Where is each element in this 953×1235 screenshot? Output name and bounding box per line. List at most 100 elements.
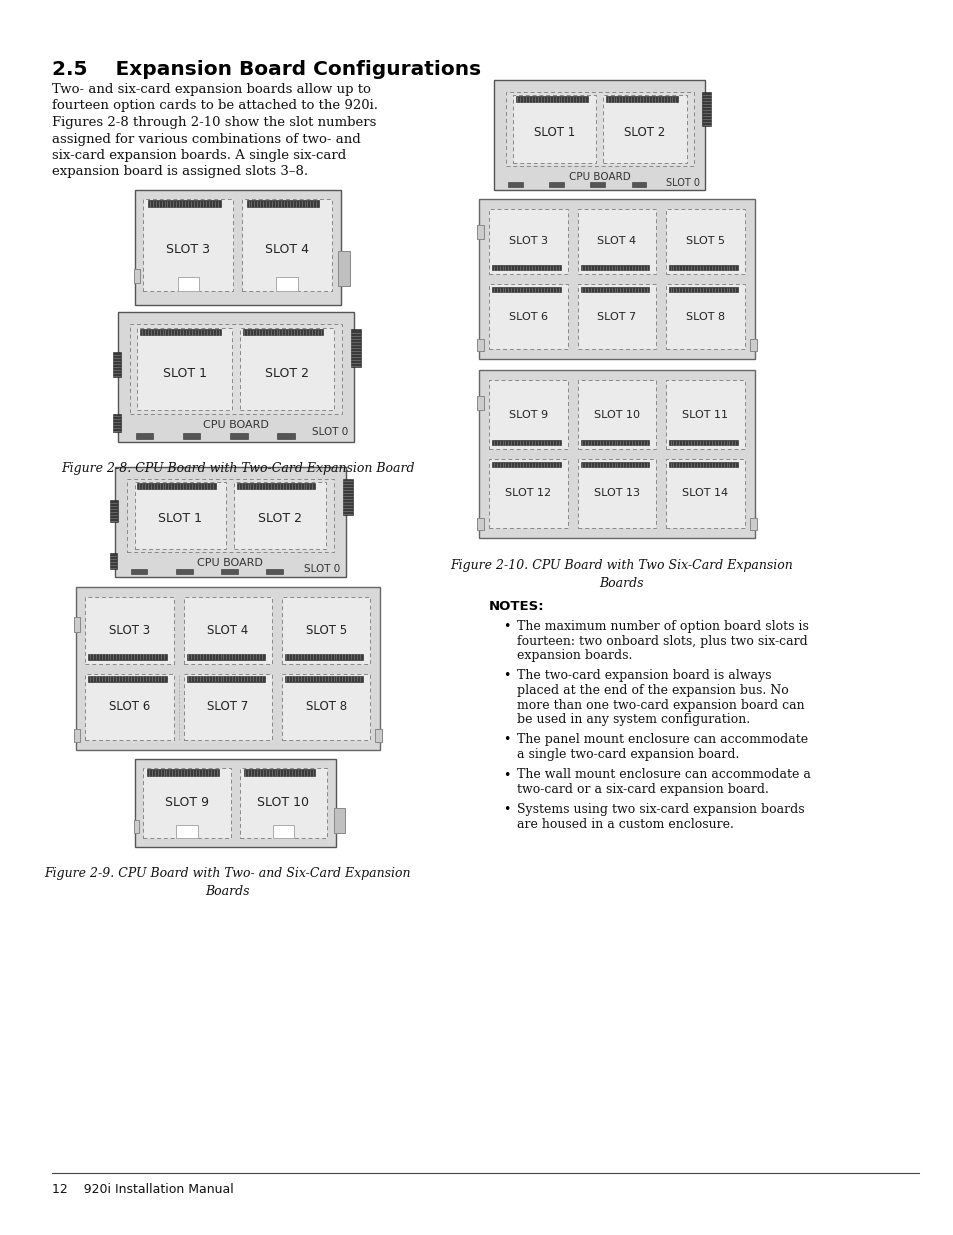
Text: SLOT 9: SLOT 9 [509,410,548,420]
Text: SLOT 14: SLOT 14 [681,489,728,499]
Bar [516,96,587,103]
Text: Figure 2-10. CPU Board with Two Six-Card Expansion: Figure 2-10. CPU Board with Two Six-Card… [450,559,793,572]
Bar [602,95,686,163]
Bar [137,329,232,410]
Bar [580,266,649,270]
Bar [580,287,649,291]
Bar [243,769,315,776]
Bar [668,266,737,270]
Bar [492,462,560,467]
Bar [507,182,522,186]
Bar [110,553,116,569]
Bar [110,500,118,522]
Bar [580,440,649,445]
Text: SLOT 0: SLOT 0 [312,427,348,437]
Bar [137,483,215,489]
Text: SLOT 5: SLOT 5 [305,624,346,637]
Text: SLOT 0: SLOT 0 [665,178,699,188]
Text: more than one two-card expansion board can: more than one two-card expansion board c… [517,699,803,711]
Bar [513,95,596,163]
Text: SLOT 5: SLOT 5 [685,236,724,247]
Bar [631,182,646,186]
Bar [133,820,139,832]
Bar [140,329,221,335]
Bar [375,729,382,742]
Bar [337,251,350,287]
Text: •: • [502,768,510,782]
Text: SLOT 4: SLOT 4 [207,624,248,637]
Bar [266,569,283,574]
Bar [184,673,272,740]
Text: NOTES:: NOTES: [489,600,544,613]
Bar [134,190,340,305]
Text: Figures 2-8 through 2-10 show the slot numbers: Figures 2-8 through 2-10 show the slot n… [52,116,376,128]
Text: The two-card expansion board is always: The two-card expansion board is always [517,669,770,683]
Bar [176,825,197,839]
Text: a single two-card expansion board.: a single two-card expansion board. [517,748,739,761]
Bar [276,433,294,438]
Bar [605,96,678,103]
Text: •: • [502,804,510,816]
Text: assigned for various combinations of two- and: assigned for various combinations of two… [52,132,360,146]
Bar [135,433,153,438]
Text: SLOT 4: SLOT 4 [265,243,309,256]
Bar [578,380,656,450]
Bar [239,768,327,839]
Text: •: • [502,669,510,683]
Text: SLOT 2: SLOT 2 [623,126,665,138]
Bar [668,440,737,445]
Bar [130,324,341,414]
Text: SLOT 8: SLOT 8 [685,311,724,321]
Bar [476,225,484,240]
Text: The panel mount enclosure can accommodate: The panel mount enclosure can accommodat… [517,734,807,746]
Bar [242,199,332,291]
Bar [184,597,272,663]
Text: placed at the end of the expansion bus. No: placed at the end of the expansion bus. … [517,684,788,697]
Text: SLOT 13: SLOT 13 [594,489,639,499]
Bar [578,459,656,529]
Text: SLOT 9: SLOT 9 [165,797,209,809]
Text: are housed in a custom enclosure.: are housed in a custom enclosure. [517,818,733,831]
Text: fourteen: two onboard slots, plus two six-card: fourteen: two onboard slots, plus two si… [517,635,806,647]
Bar [489,209,567,274]
Bar [86,673,173,740]
Text: fourteen option cards to be attached to the 920i.: fourteen option cards to be attached to … [52,100,377,112]
Text: Systems using two six-card expansion boards: Systems using two six-card expansion boa… [517,804,803,816]
Bar [114,467,345,577]
Text: Boards: Boards [206,885,250,898]
Bar [590,182,604,186]
Bar [143,199,233,291]
Bar [489,459,567,529]
Text: SLOT 11: SLOT 11 [681,410,728,420]
Bar [505,91,693,165]
Bar [665,284,744,350]
Text: expansion boards.: expansion boards. [517,650,632,662]
Bar [273,825,294,839]
Bar [127,479,334,552]
Bar [665,380,744,450]
Bar [143,768,231,839]
Bar [668,462,737,467]
Text: six-card expansion boards. A single six-card: six-card expansion boards. A single six-… [52,149,346,162]
Bar [492,266,560,270]
Bar [665,459,744,529]
Bar [668,287,737,291]
Text: SLOT 10: SLOT 10 [257,797,309,809]
Text: SLOT 2: SLOT 2 [258,513,302,525]
Bar [476,338,484,351]
Bar [147,769,219,776]
Bar [578,209,656,274]
Bar [239,329,334,410]
Text: Figure 2-8. CPU Board with Two-Card Expansion Board: Figure 2-8. CPU Board with Two-Card Expa… [61,462,414,475]
Text: Two- and six-card expansion boards allow up to: Two- and six-card expansion boards allow… [52,83,371,96]
Text: 2.5    Expansion Board Configurations: 2.5 Expansion Board Configurations [52,61,480,79]
Bar [118,312,354,442]
Bar [230,433,247,438]
Bar [75,587,380,750]
Text: Boards: Boards [599,577,643,590]
Text: SLOT 6: SLOT 6 [509,311,547,321]
Bar [133,269,140,283]
Bar [549,182,563,186]
Bar [701,91,711,126]
Text: SLOT 6: SLOT 6 [109,700,150,714]
